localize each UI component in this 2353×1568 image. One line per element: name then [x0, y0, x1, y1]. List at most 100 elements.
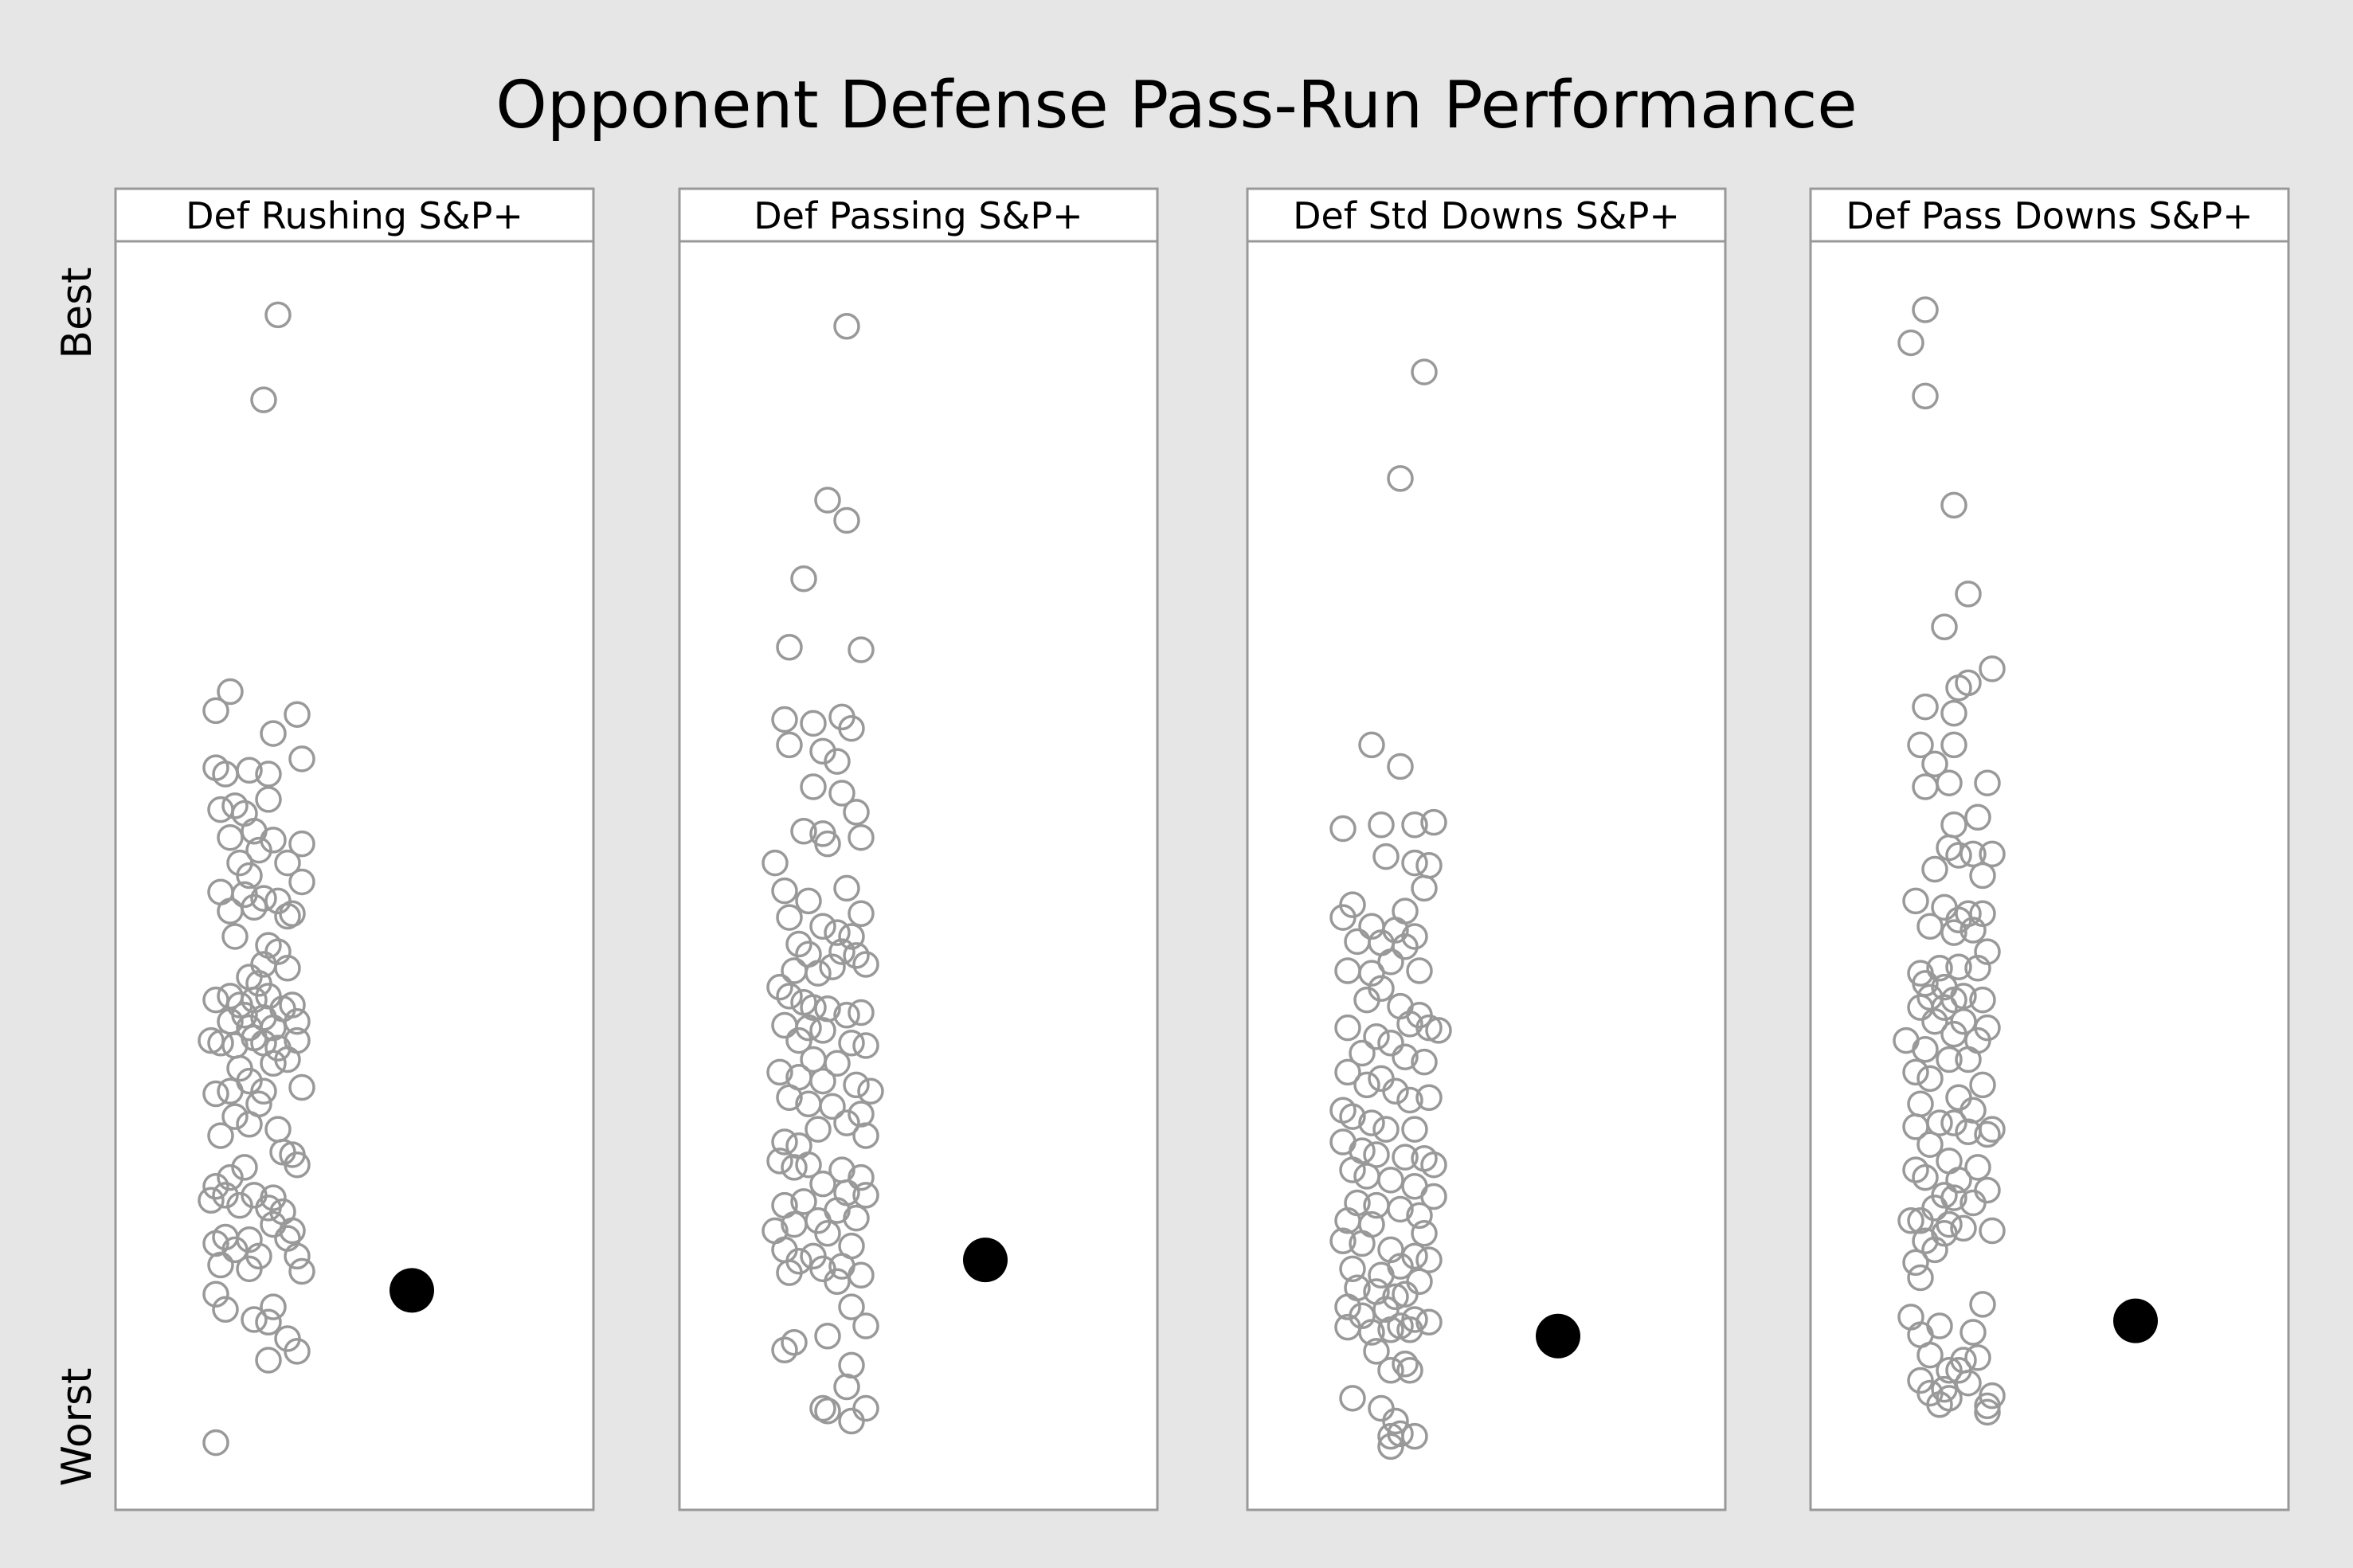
data-point [207, 1030, 234, 1057]
data-point [1955, 581, 1982, 608]
data-point [819, 953, 846, 980]
data-point [1411, 1219, 1438, 1247]
data-point [1960, 917, 1987, 944]
highlight-point [1536, 1313, 1580, 1359]
data-point [824, 1268, 851, 1296]
data-point [805, 1116, 832, 1143]
data-point [800, 710, 827, 737]
data-point [1969, 986, 1996, 1014]
data-point [1964, 804, 1991, 831]
data-point [776, 1084, 803, 1112]
data-point [1907, 1207, 1934, 1234]
data-point [852, 1312, 879, 1339]
data-point [1945, 953, 1972, 980]
data-point [1931, 1219, 1958, 1247]
data-point [1349, 1230, 1376, 1257]
data-point [833, 1109, 860, 1136]
data-point [833, 874, 860, 902]
data-point [1912, 382, 1939, 410]
data-point [1349, 1039, 1376, 1067]
data-point [785, 1026, 812, 1054]
data-point [1897, 1207, 1924, 1234]
data-point [1401, 1242, 1428, 1270]
data-point [814, 830, 841, 858]
panel: Def Std Downs S&P+ [1246, 187, 1727, 1511]
panel-title: Def Passing S&P+ [754, 194, 1083, 237]
data-point [771, 1128, 798, 1155]
data-point [1974, 938, 2001, 965]
data-point [838, 1293, 865, 1320]
data-point [1406, 957, 1433, 984]
data-point [284, 1007, 311, 1035]
data-point [824, 919, 851, 946]
data-point [766, 1148, 793, 1175]
data-point [1396, 1011, 1423, 1038]
data-point [1926, 955, 1953, 982]
data-point [1916, 1065, 1944, 1093]
data-point [1401, 849, 1428, 877]
panel: Def Passing S&P+ [678, 187, 1159, 1511]
data-point [1974, 1398, 2001, 1426]
highlight-point [2113, 1298, 2158, 1343]
data-point [221, 792, 249, 819]
panel-title: Def Rushing S&P+ [186, 194, 523, 237]
data-point [1960, 840, 1987, 868]
data-point [1392, 1351, 1419, 1378]
data-point [1406, 1202, 1433, 1230]
data-point [255, 761, 282, 788]
data-point [848, 900, 875, 928]
y-axis-label-worst: Worst [53, 1367, 101, 1486]
data-point [857, 1077, 884, 1105]
data-point [284, 1338, 311, 1365]
data-point [245, 836, 272, 864]
data-point [1936, 1385, 1963, 1412]
data-point [1964, 1344, 1991, 1371]
data-point [202, 1173, 229, 1200]
data-point [1387, 753, 1414, 780]
data-point [838, 1030, 865, 1057]
data-point [279, 900, 306, 928]
data-point [852, 1032, 879, 1059]
data-point [1392, 933, 1419, 960]
data-point [1387, 1195, 1414, 1223]
data-point [250, 1077, 277, 1105]
data-point [1921, 1007, 1948, 1035]
data-point [838, 1407, 865, 1435]
data-point [1940, 699, 1967, 727]
data-point [1377, 1316, 1404, 1343]
data-point [852, 1122, 879, 1149]
data-point [250, 885, 277, 912]
data-point [198, 1187, 225, 1214]
data-point [207, 1122, 234, 1149]
data-point [288, 830, 315, 858]
data-point [1334, 1014, 1361, 1042]
data-point [284, 1242, 311, 1270]
data-point [814, 1323, 841, 1350]
data-point [809, 737, 836, 765]
data-point [1902, 1058, 1929, 1086]
data-point [236, 1226, 263, 1253]
data-point [814, 487, 841, 514]
panel-header [114, 187, 595, 243]
data-point [1401, 923, 1428, 950]
data-point [824, 748, 851, 775]
data-point [1921, 1236, 1948, 1264]
data-point [1902, 887, 1929, 915]
data-point [776, 983, 803, 1010]
data-point [809, 913, 836, 940]
data-point [1339, 1255, 1366, 1283]
panel-header [678, 187, 1159, 243]
data-point [848, 1261, 875, 1289]
data-point [212, 1182, 239, 1209]
data-point [809, 1170, 836, 1198]
data-point [814, 1397, 841, 1425]
data-point [848, 999, 875, 1026]
data-point [217, 1163, 244, 1191]
data-point [838, 923, 865, 950]
data-point [1907, 994, 1934, 1021]
data-point [217, 1077, 244, 1105]
data-point [1401, 811, 1428, 839]
data-point [1411, 1048, 1438, 1076]
data-point [1969, 862, 1996, 890]
data-point [288, 1257, 315, 1285]
